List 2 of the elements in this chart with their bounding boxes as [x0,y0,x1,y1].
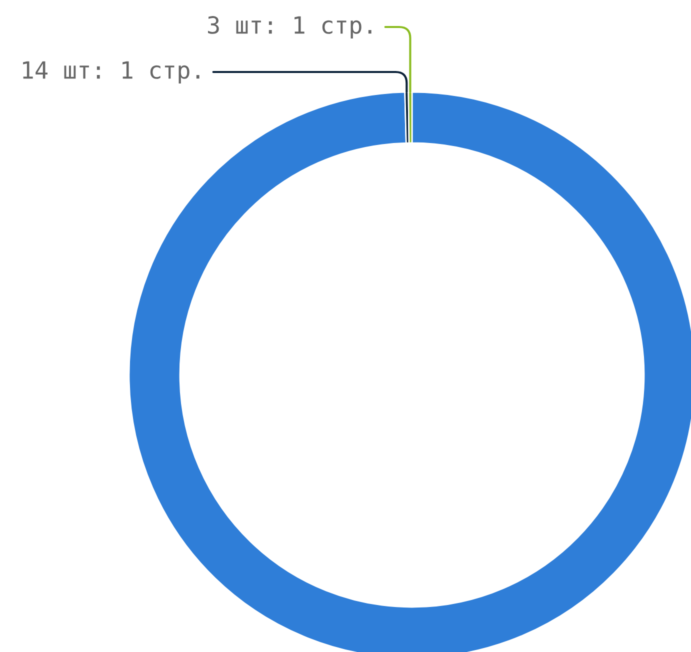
slice-label: 3 шт: 1 стр. [208,16,372,38]
slice-label: 14 шт: 1 стр. [23,61,200,84]
